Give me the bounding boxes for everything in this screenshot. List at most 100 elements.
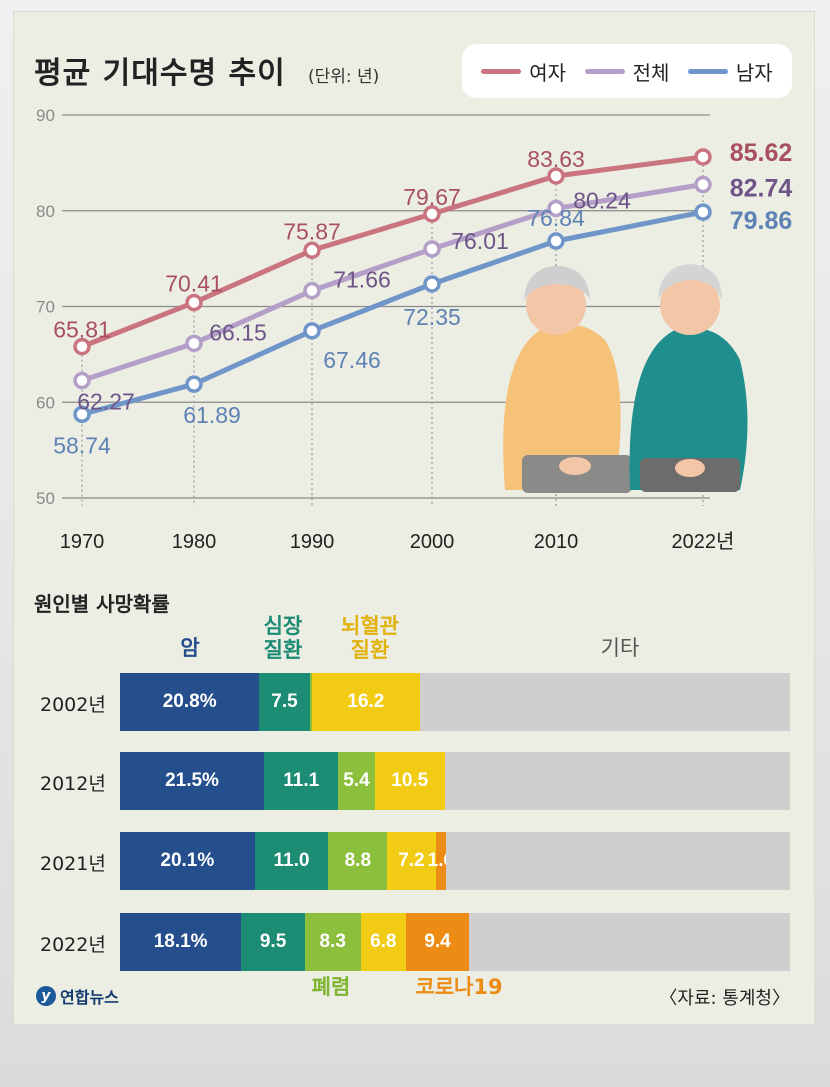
bar-segment-2-4: 1.6 bbox=[428, 832, 454, 890]
y-tick-label-70: 70 bbox=[36, 298, 55, 317]
chart-title: 평균 기대수명 추이 bbox=[34, 56, 286, 91]
row-year-label-3: 2022년 bbox=[40, 934, 106, 956]
point-0-1980 bbox=[185, 293, 203, 312]
point-2-1990 bbox=[303, 322, 321, 340]
bar-value-label-0-3: 16.2 bbox=[347, 691, 385, 712]
bar-value-label-3-1: 9.5 bbox=[259, 931, 287, 952]
data-label-0-2000: 79.67 bbox=[403, 184, 461, 210]
data-label-1-1970: 62.27 bbox=[77, 389, 135, 415]
life-expectancy-line-chart: 50 60 70 80 90 1970 1980 1990 2000 2010 2022년 65.8… bbox=[36, 106, 793, 553]
row-year-label-0: 2002년 bbox=[40, 694, 106, 716]
bar-segment-0-0: 20.8% bbox=[120, 673, 260, 731]
bar-row-0: 20.8% 7.5 16.2 bbox=[120, 673, 790, 731]
death-probability-title: 원인별 사망확률 bbox=[34, 592, 170, 616]
bar-value-label-2-2: 8.8 bbox=[344, 850, 372, 871]
row-year-label-2: 2021년 bbox=[40, 853, 106, 875]
man-face bbox=[660, 275, 720, 335]
data-label-0-1980: 70.41 bbox=[165, 271, 223, 297]
data-label-1-1980: 66.15 bbox=[209, 319, 267, 345]
bar-value-label-3-0: 18.1% bbox=[153, 931, 208, 952]
category-label-heart-line2: 질환 bbox=[263, 638, 303, 662]
point-0-2010 bbox=[547, 167, 565, 185]
series-line-1 bbox=[79, 182, 706, 384]
category-label-heart-line1: 심장 bbox=[263, 614, 303, 638]
point-0-2022 bbox=[694, 148, 712, 166]
man-body bbox=[629, 328, 748, 490]
point-0-1970 bbox=[73, 337, 91, 356]
category-label-covid: 코로나19 bbox=[415, 975, 503, 999]
legend-swatch-male bbox=[687, 68, 728, 74]
bar-value-label-2-0: 20.1% bbox=[160, 850, 215, 871]
point-1-1990 bbox=[303, 281, 321, 300]
bar-value-label-3-2: 8.3 bbox=[319, 931, 346, 952]
bar-segment-2-3: 7.2 bbox=[387, 832, 436, 890]
point-2-1980 bbox=[185, 375, 203, 393]
category-label-cerebro: 뇌혈관 질환 bbox=[320, 614, 420, 662]
woman-face bbox=[526, 275, 586, 335]
man-hair bbox=[658, 264, 722, 300]
data-label-0-2010: 83.63 bbox=[527, 146, 585, 172]
point-0-2000 bbox=[423, 205, 441, 223]
x-tick-label-2010: 2010 bbox=[534, 531, 579, 553]
bar-value-label-1-3: 10.5 bbox=[391, 770, 429, 791]
y-tick-label-60: 60 bbox=[36, 393, 55, 412]
bar-value-label-3-3: 6.8 bbox=[370, 931, 397, 952]
x-tick-label-2022: 2022년 bbox=[672, 530, 735, 553]
category-label-pneumonia: 폐렴 bbox=[311, 975, 351, 999]
bar-segment-2-1: 11.0 bbox=[254, 832, 329, 890]
data-label-0-2022: 85.62 bbox=[730, 139, 793, 167]
data-label-1-2010: 80.24 bbox=[573, 187, 631, 213]
woman-body bbox=[503, 324, 621, 490]
category-label-heart: 심장 질환 bbox=[248, 614, 318, 662]
y-tick-label-80: 80 bbox=[36, 202, 55, 221]
series-line-0 bbox=[79, 154, 706, 350]
bar-segment-1-5 bbox=[444, 752, 790, 810]
data-label-1-2022: 82.74 bbox=[730, 175, 793, 203]
bar-value-label-1-2: 5.4 bbox=[343, 770, 370, 791]
bar-segment-0-3: 16.2 bbox=[311, 673, 421, 731]
bar-segment-3-2: 8.3 bbox=[304, 913, 361, 971]
bar-value-label-0-0: 20.8% bbox=[162, 691, 217, 712]
row-year-label-1: 2012년 bbox=[40, 773, 106, 795]
point-1-2000 bbox=[423, 240, 441, 258]
bar-segment-3-4: 9.4 bbox=[406, 913, 470, 971]
bar-value-label-2-3: 7.2 bbox=[398, 850, 425, 871]
bar-segment-3-1: 9.5 bbox=[241, 913, 305, 971]
point-1-2022 bbox=[694, 175, 712, 194]
legend-label-male: 남자 bbox=[735, 60, 773, 85]
legend-swatch-female bbox=[481, 68, 522, 74]
point-1-1980 bbox=[185, 334, 203, 353]
bar-value-label-1-0: 21.5% bbox=[165, 770, 219, 791]
bar-segment-2-0: 20.1% bbox=[120, 832, 255, 890]
y-tick-label-90: 90 bbox=[36, 106, 55, 125]
bar-row-1: 21.5% 11.1 5.4 10.5 bbox=[120, 752, 790, 810]
legend-item-male: 남자 bbox=[687, 57, 773, 86]
yonhap-logo: y 연합뉴스 bbox=[36, 984, 119, 1008]
data-label-1-2000: 76.01 bbox=[451, 228, 509, 254]
yonhap-logo-mark: y bbox=[36, 986, 56, 1006]
woman-hand bbox=[559, 457, 591, 475]
category-label-cerebro-line2: 질환 bbox=[350, 638, 390, 662]
bar-segment-0-2 bbox=[309, 673, 312, 731]
bar-segment-0-5 bbox=[420, 673, 790, 731]
logo-text: 연합뉴스 bbox=[60, 988, 119, 1007]
category-label-cancer: 암 bbox=[180, 636, 200, 660]
x-tick-label-2000: 2000 bbox=[410, 531, 455, 553]
y-tick-label-50: 50 bbox=[36, 489, 55, 508]
data-label-2-1980: 61.89 bbox=[183, 402, 241, 428]
woman-hair bbox=[524, 266, 590, 300]
bar-segment-2-2: 8.8 bbox=[328, 832, 388, 890]
data-label-2-1970: 58.74 bbox=[53, 432, 111, 458]
data-label-0-1990: 75.87 bbox=[283, 218, 341, 244]
bar-segment-1-2: 5.4 bbox=[338, 752, 375, 810]
bar-value-label-1-1: 11.1 bbox=[283, 770, 320, 791]
point-2-2022 bbox=[694, 203, 712, 221]
bar-segment-3-0: 18.1% bbox=[120, 913, 242, 971]
chart-unit: (단위: 년) bbox=[308, 67, 380, 87]
point-0-1990 bbox=[303, 241, 321, 260]
bar-row-2: 20.1% 11.0 8.8 7.2 1.6 bbox=[120, 832, 790, 890]
x-tick-label-1980: 1980 bbox=[172, 531, 217, 553]
point-1-1970 bbox=[73, 371, 91, 390]
elderly-couple-illustration bbox=[503, 264, 748, 493]
point-2-2010 bbox=[547, 232, 565, 250]
